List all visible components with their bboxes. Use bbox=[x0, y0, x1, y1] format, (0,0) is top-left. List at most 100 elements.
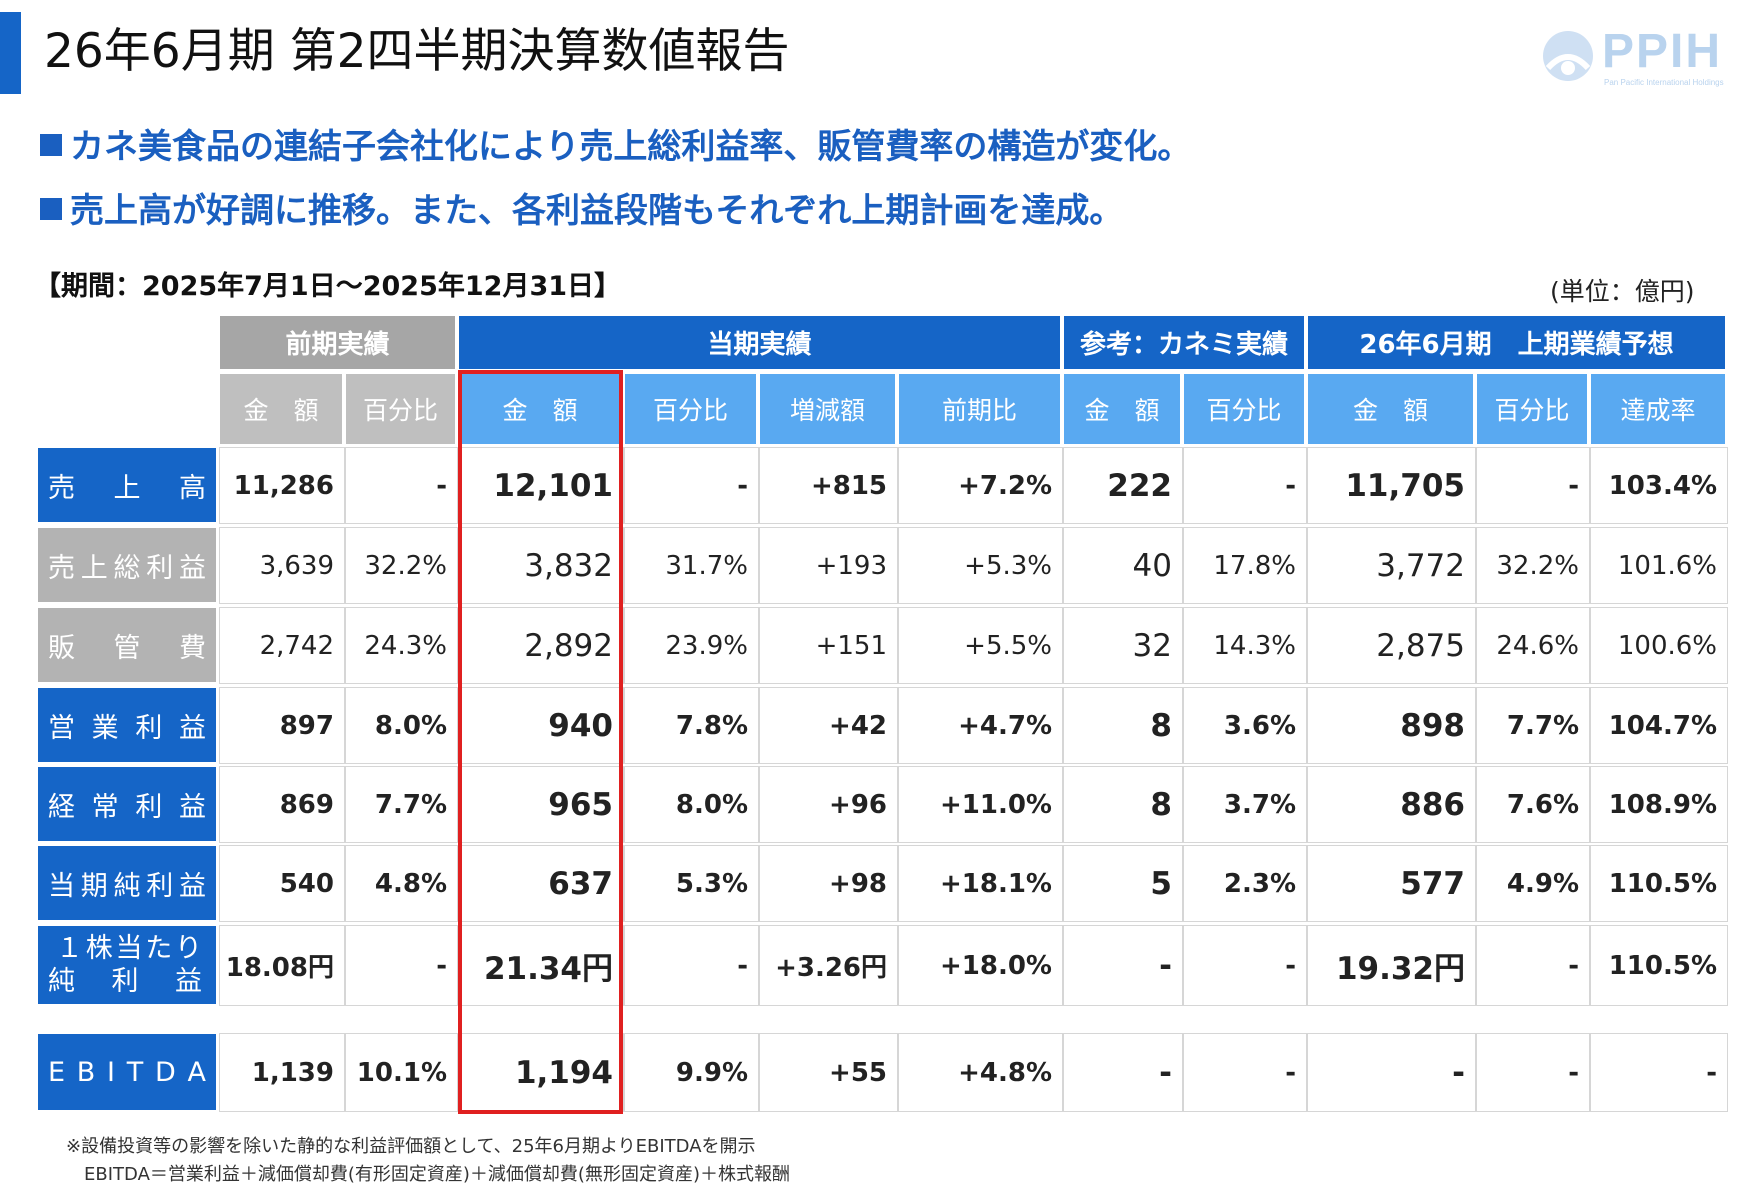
table-cell: +5.3% bbox=[898, 527, 1063, 604]
row-label-char: 高 bbox=[179, 472, 206, 504]
table-cell: 18.08円 bbox=[219, 925, 345, 1006]
logo-emblem-icon bbox=[1543, 31, 1593, 81]
table-cell: 3.7% bbox=[1183, 766, 1307, 843]
row-label-char: 益 bbox=[178, 791, 206, 823]
table-cell: 7.7% bbox=[1476, 687, 1590, 764]
row-label-char: 当 bbox=[48, 870, 75, 902]
row-label-char: 益 bbox=[179, 552, 206, 584]
table-cell: 108.9% bbox=[1590, 766, 1728, 843]
row-label: 売上高 bbox=[38, 448, 216, 522]
table-cell: 1,194 bbox=[458, 1033, 624, 1112]
table-cell: 10.1% bbox=[345, 1033, 458, 1112]
table-cell: 637 bbox=[458, 845, 624, 922]
row-label-char: 益 bbox=[175, 966, 202, 997]
row-label-char: 常 bbox=[91, 791, 119, 823]
table-cell: - bbox=[1063, 1033, 1183, 1112]
table-cell: 32.2% bbox=[1476, 527, 1590, 604]
row-label-char: 利 bbox=[146, 870, 174, 902]
table-cell: +18.0% bbox=[898, 925, 1063, 1006]
table-cell: 103.4% bbox=[1590, 447, 1728, 524]
row-label: 販管費 bbox=[38, 608, 216, 682]
footnote-2: EBITDA＝営業利益＋減価償却費(有形固定資産)＋減価償却費(無形固定資産)＋… bbox=[84, 1164, 790, 1185]
table-cell: 32 bbox=[1063, 607, 1183, 684]
row-label-char: 営 bbox=[48, 712, 75, 744]
table-cell: +11.0% bbox=[898, 766, 1063, 843]
table-cell: 7.8% bbox=[624, 687, 759, 764]
row-label: 当期純利益 bbox=[38, 846, 216, 920]
table-cell: 8.0% bbox=[624, 766, 759, 843]
square-bullet-icon bbox=[40, 198, 62, 220]
table-cell: 21.34円 bbox=[458, 925, 624, 1006]
table-cell: 110.5% bbox=[1590, 845, 1728, 922]
row-label-char: B bbox=[76, 1056, 96, 1088]
table-cell: +98 bbox=[759, 845, 898, 922]
table-cell: 869 bbox=[219, 766, 345, 843]
table-cell: 3,639 bbox=[219, 527, 345, 604]
row-label-char: １ bbox=[56, 933, 83, 964]
table-cell: 886 bbox=[1307, 766, 1476, 843]
column-header: 金 額 bbox=[459, 374, 621, 444]
row-label-char: 利 bbox=[111, 966, 139, 997]
group-header: 前期実績 bbox=[220, 316, 455, 369]
table-cell: 11,705 bbox=[1307, 447, 1476, 524]
table-cell: +4.7% bbox=[898, 687, 1063, 764]
table-cell: 14.3% bbox=[1183, 607, 1307, 684]
table-cell: 32.2% bbox=[345, 527, 458, 604]
table-cell: - bbox=[624, 447, 759, 524]
bullet-point-1: カネ美食品の連結子会社化により売上総利益率、販管費率の構造が変化。 bbox=[40, 124, 1191, 170]
table-cell: 19.32円 bbox=[1307, 925, 1476, 1006]
row-label-char: T bbox=[126, 1056, 144, 1088]
row-label-char: 業 bbox=[91, 712, 119, 744]
table-cell: 222 bbox=[1063, 447, 1183, 524]
table-cell: - bbox=[1590, 1033, 1728, 1112]
table-cell: 100.6% bbox=[1590, 607, 1728, 684]
column-header: 増減額 bbox=[760, 374, 895, 444]
group-header: 当期実績 bbox=[459, 316, 1060, 369]
table-cell: 4.8% bbox=[345, 845, 458, 922]
table-cell: 2,892 bbox=[458, 607, 624, 684]
table-cell: 104.7% bbox=[1590, 687, 1728, 764]
table-cell: +193 bbox=[759, 527, 898, 604]
table-cell: 8.0% bbox=[345, 687, 458, 764]
row-label-char: I bbox=[107, 1056, 115, 1088]
row-label: 営業利益 bbox=[38, 688, 216, 762]
bullet-text-2: 売上高が好調に推移。また、各利益段階もそれぞれ上期計画を達成。 bbox=[70, 191, 1124, 231]
row-label-char: 管 bbox=[113, 632, 141, 664]
column-header: 百分比 bbox=[1477, 374, 1587, 444]
row-label-char: A bbox=[187, 1056, 206, 1088]
company-logo: PPIH Pan Pacific International Holdings bbox=[1540, 24, 1744, 92]
table-cell: 2,875 bbox=[1307, 607, 1476, 684]
table-cell: 577 bbox=[1307, 845, 1476, 922]
table-cell: 11,286 bbox=[219, 447, 345, 524]
row-label-char: 利 bbox=[135, 712, 163, 744]
row-label-char: 利 bbox=[135, 791, 163, 823]
row-label-char: 経 bbox=[48, 791, 75, 823]
table-cell: 940 bbox=[458, 687, 624, 764]
row-label-char: 当 bbox=[115, 933, 143, 964]
table-cell: 23.9% bbox=[624, 607, 759, 684]
table-cell: - bbox=[1476, 925, 1590, 1006]
column-header: 前期比 bbox=[899, 374, 1060, 444]
table-cell: +18.1% bbox=[898, 845, 1063, 922]
table-cell: - bbox=[1307, 1033, 1476, 1112]
logo-subtext: Pan Pacific International Holdings bbox=[1604, 78, 1724, 87]
column-header: 金 額 bbox=[220, 374, 342, 444]
column-header: 百分比 bbox=[625, 374, 756, 444]
group-header: 26年6月期 上期業績予想 bbox=[1308, 316, 1725, 369]
table-cell: 8 bbox=[1063, 766, 1183, 843]
table-cell: 12,101 bbox=[458, 447, 624, 524]
row-label-char: 費 bbox=[179, 632, 206, 664]
table-cell: 7.6% bbox=[1476, 766, 1590, 843]
table-cell: 101.6% bbox=[1590, 527, 1728, 604]
period-label: 【期間：2025年7月1日〜2025年12月31日】 bbox=[34, 271, 622, 302]
table-cell: 110.5% bbox=[1590, 925, 1728, 1006]
square-bullet-icon bbox=[40, 134, 62, 156]
table-cell: 1,139 bbox=[219, 1033, 345, 1112]
table-cell: 24.3% bbox=[345, 607, 458, 684]
column-header: 百分比 bbox=[1184, 374, 1304, 444]
row-label-char: E bbox=[48, 1056, 66, 1088]
table-cell: +42 bbox=[759, 687, 898, 764]
table-cell: 3.6% bbox=[1183, 687, 1307, 764]
table-cell: 3,832 bbox=[458, 527, 624, 604]
